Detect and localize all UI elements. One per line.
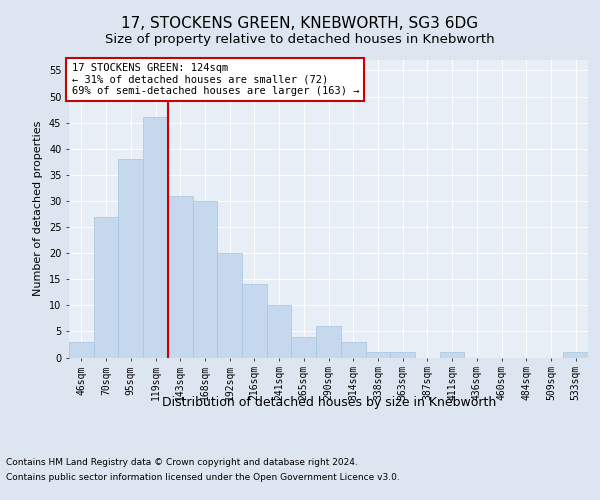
Bar: [118, 159, 143, 358]
Text: Size of property relative to detached houses in Knebworth: Size of property relative to detached ho…: [105, 32, 495, 46]
Bar: [316, 326, 341, 358]
Bar: [292, 336, 316, 357]
Bar: [341, 342, 365, 357]
Bar: [267, 306, 292, 358]
Y-axis label: Number of detached properties: Number of detached properties: [34, 121, 43, 296]
Bar: [440, 352, 464, 358]
Bar: [242, 284, 267, 358]
Text: 17 STOCKENS GREEN: 124sqm
← 31% of detached houses are smaller (72)
69% of semi-: 17 STOCKENS GREEN: 124sqm ← 31% of detac…: [71, 63, 359, 96]
Bar: [143, 118, 168, 358]
Bar: [390, 352, 415, 358]
Text: 17, STOCKENS GREEN, KNEBWORTH, SG3 6DG: 17, STOCKENS GREEN, KNEBWORTH, SG3 6DG: [121, 16, 479, 32]
Bar: [193, 201, 217, 358]
Bar: [168, 196, 193, 358]
Bar: [563, 352, 588, 358]
Text: Contains public sector information licensed under the Open Government Licence v3: Contains public sector information licen…: [6, 473, 400, 482]
Text: Distribution of detached houses by size in Knebworth: Distribution of detached houses by size …: [161, 396, 496, 409]
Bar: [94, 216, 118, 358]
Bar: [365, 352, 390, 358]
Bar: [217, 253, 242, 358]
Bar: [69, 342, 94, 357]
Text: Contains HM Land Registry data © Crown copyright and database right 2024.: Contains HM Land Registry data © Crown c…: [6, 458, 358, 467]
